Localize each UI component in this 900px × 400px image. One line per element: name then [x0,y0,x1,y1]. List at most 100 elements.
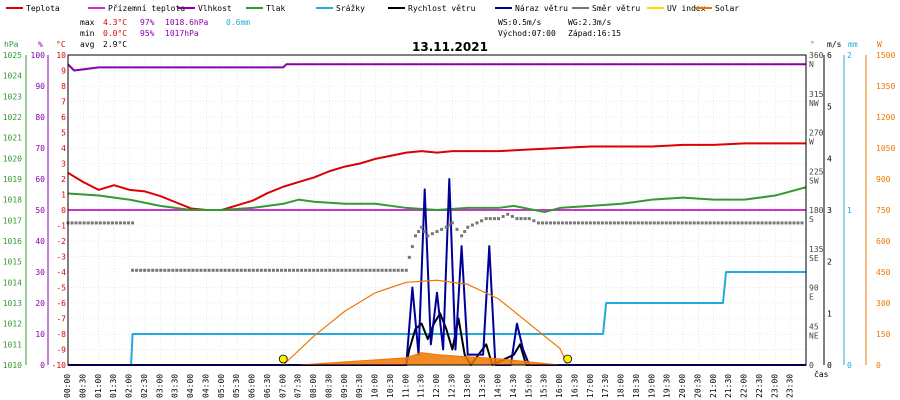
wind-direction-dot [239,268,243,272]
hpa-axis-tick: 1023 [3,92,22,101]
x-axis-tick: 12:30 [447,374,456,398]
wind-direction-dot [620,221,624,225]
x-axis-tick: 01:00 [94,374,103,398]
legend-label: Solar [715,4,739,13]
wind-direction-dot [388,268,392,272]
temp-axis-tick: 10 [56,51,66,60]
x-axis-tick: 06:00 [248,374,257,398]
pct-axis-tick: 50 [35,206,45,215]
temp-axis-tick: 7 [61,98,66,107]
ms-axis-tick: 1 [827,309,832,318]
pct-axis-tick: 60 [35,175,45,184]
wind-gust-max: WG:2.3m/s [568,18,612,27]
temp-axis-tick: 2 [61,175,66,184]
stat-max-press: 1018.6hPa [165,18,209,27]
x-axis-tick: 14:30 [509,374,518,398]
wind-direction-dot [328,268,332,272]
axis-unit-ms: m/s [827,40,842,49]
temp-axis-tick: -4 [56,268,66,277]
wind-direction-dot [523,217,527,221]
x-axis-tick: 11:00 [401,374,410,398]
wind-direction-dot [400,268,404,272]
wind-direction-dot [207,268,211,272]
wind-direction-dot [243,268,247,272]
temp-axis-tick: -2 [56,237,66,246]
wind-direction-dot [632,221,636,225]
axis-unit-mm: mm [848,40,858,49]
axis-unit-pct: % [38,40,43,49]
wind-direction-dot [519,217,523,221]
wind-direction-dot [284,268,288,272]
wind-direction-dot [584,221,588,225]
x-axis-tick: 23:30 [786,374,795,398]
temp-axis-tick: 4 [61,144,66,153]
wind-direction-dot [640,221,644,225]
x-axis-tick: 15:00 [524,374,533,398]
x-axis-tick: 16:00 [555,374,564,398]
hpa-axis-tick: 1012 [3,320,22,329]
dir-axis-label: NE [809,331,819,340]
wind-direction-dot [560,221,564,225]
hpa-axis-tick: 1025 [3,51,22,60]
x-axis-tick: 06:30 [263,374,272,398]
temp-axis-tick: 6 [61,113,66,122]
wind-direction-dot [292,268,296,272]
dir-axis-label: SW [809,176,819,185]
wind-direction-dot [175,268,179,272]
temp-axis-tick: -9 [56,346,66,355]
wind-direction-dot [506,212,510,216]
wind-direction-dot [98,221,102,225]
wind-direction-dot [118,221,122,225]
wind-direction-dot [588,221,592,225]
hpa-axis-tick: 1020 [3,154,22,163]
temp-axis-tick: 3 [61,160,66,169]
series-line-n-raz-v-tru [68,178,806,366]
stats-block: max 4.3°C 97% 1018.6hPa 0.6mm min 0.0°C … [80,18,621,49]
hpa-axis-tick: 1016 [3,237,22,246]
stat-min-hum: 95% [140,29,155,38]
wind-direction-dot [263,268,267,272]
wind-direction-dot [772,221,776,225]
wind-direction-dot [344,268,348,272]
x-axis-tick: 14:00 [494,374,503,398]
w-axis-tick: 1050 [876,144,895,153]
x-axis: 00:00 00:30 01:00 01:30 02:00 02:30 03:00 03:30… [63,374,795,398]
wind-direction-dot [74,221,78,225]
wind-direction-dot [732,221,736,225]
sunset-time: Západ:16:15 [568,29,621,38]
wind-direction-dot [455,227,459,231]
wind-direction-dot [463,230,467,234]
wind-direction-dot [740,221,744,225]
axis-unit-hpa: hPa [4,40,19,49]
x-axis-tick: 05:30 [232,374,241,398]
wind-direction-dot [564,221,568,225]
wind-direction-dot [368,268,372,272]
wind-direction-dot [127,221,131,225]
wind-direction-dot [484,217,488,221]
wind-direction-dot [568,221,572,225]
sunrise-time: Východ:07:00 [498,29,556,38]
wind-direction-dot [332,268,336,272]
wind-direction-dot [447,223,451,227]
axis-unit-dir: ° [810,40,815,49]
dir-axis-label: N [809,60,814,69]
wind-direction-dot [155,268,159,272]
wind-direction-dot [90,221,94,225]
x-axis-tick: 17:00 [586,374,595,398]
wind-direction-dot [82,221,86,225]
wind-direction-dot [488,217,492,221]
wind-direction-dot [352,268,356,272]
stat-avg-temp: 2.9°C [103,40,127,49]
wind-direction-dot [324,268,328,272]
ms-axis-tick: 0 [827,361,832,370]
wind-direction-dot [300,268,304,272]
stat-max-rain: 0.6mm [226,18,250,27]
wind-direction-dot [372,268,376,272]
w-axis-tick: 300 [876,299,891,308]
wind-direction-dot [788,221,792,225]
dir-axis-label: W [809,138,814,147]
x-axis-tick: 07:00 [278,374,287,398]
wind-direction-dot [231,268,235,272]
wind-direction-dot [752,221,756,225]
